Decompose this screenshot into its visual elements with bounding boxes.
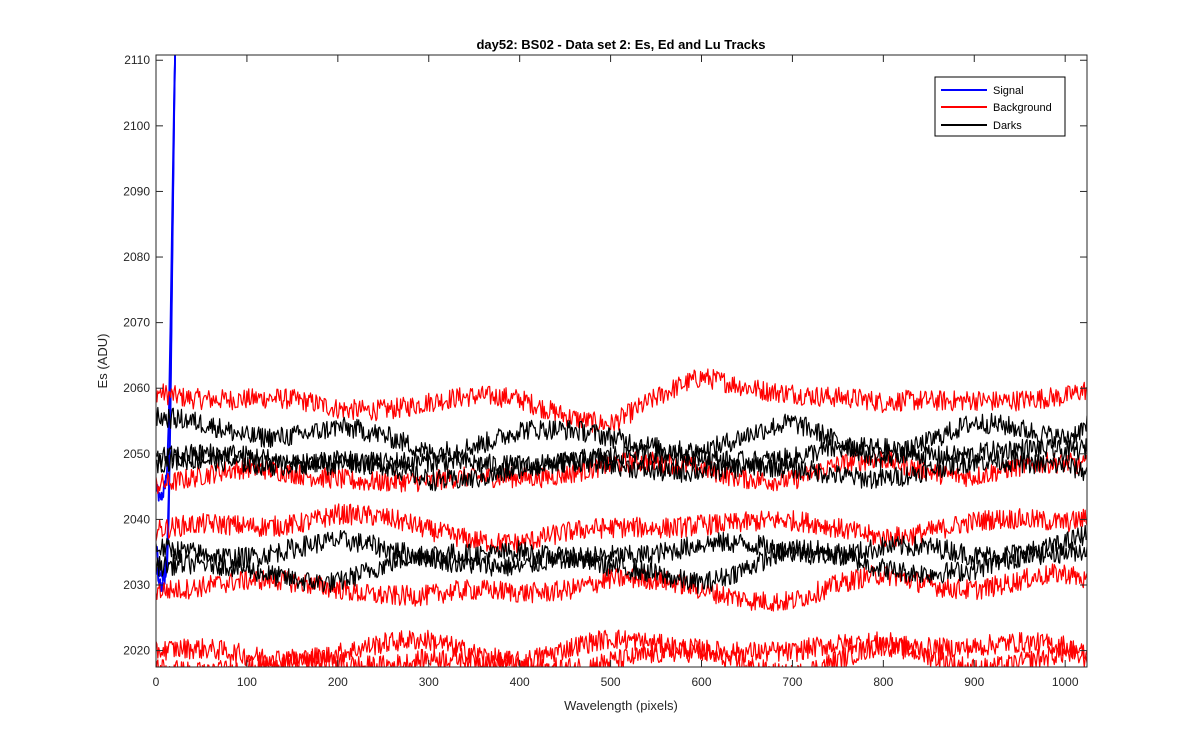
x-tick-label: 200	[328, 675, 348, 689]
y-tick-label: 2090	[123, 184, 150, 198]
x-axis-label: Wavelength (pixels)	[564, 698, 678, 713]
legend-label-signal: Signal	[993, 85, 1024, 97]
y-tick-label: 2050	[123, 447, 150, 461]
y-tick-label: 2020	[123, 644, 150, 658]
plot-area	[156, 55, 1087, 667]
series-line-darks-5	[156, 539, 1087, 594]
y-tick-label: 2100	[123, 119, 150, 133]
x-tick-label: 900	[964, 675, 984, 689]
x-tick-label: 600	[691, 675, 711, 689]
x-tick-label: 1000	[1052, 675, 1079, 689]
series-line-background-1	[156, 368, 1087, 433]
tick-layer: 0 100 200 300 400 500 600 700 800 900 1000 2020 2030…	[123, 53, 1087, 689]
y-tick-label: 2040	[123, 512, 150, 526]
legend-label-darks: Darks	[993, 120, 1022, 132]
series-line-background-3	[156, 503, 1087, 554]
x-tick-label: 700	[782, 675, 802, 689]
y-tick-label: 2030	[123, 578, 150, 592]
legend-label-background: Background	[993, 102, 1052, 114]
series-layer	[156, 55, 1087, 667]
series-line-background-2	[156, 449, 1087, 495]
x-tick-label: 300	[419, 675, 439, 689]
series-line-darks-1	[156, 406, 1087, 469]
y-tick-label: 2060	[123, 381, 150, 395]
y-axis-label: Es (ADU)	[95, 334, 110, 389]
series-line-darks-3	[156, 449, 1087, 492]
x-tick-label: 500	[601, 675, 621, 689]
legend: Signal Background Darks	[934, 76, 1066, 137]
y-tick-label: 2080	[123, 250, 150, 264]
y-tick-label: 2070	[123, 316, 150, 330]
x-tick-label: 100	[237, 675, 257, 689]
series-line-background-6	[156, 636, 1087, 667]
x-tick-label: 0	[153, 675, 160, 689]
chart-title: day52: BS02 - Data set 2: Es, Ed and Lu …	[476, 37, 765, 52]
x-tick-label: 400	[510, 675, 530, 689]
series-line-background-5	[156, 629, 1087, 667]
y-tick-label: 2110	[124, 53, 150, 67]
x-tick-label: 800	[873, 675, 893, 689]
plot-frame	[155, 54, 1088, 668]
